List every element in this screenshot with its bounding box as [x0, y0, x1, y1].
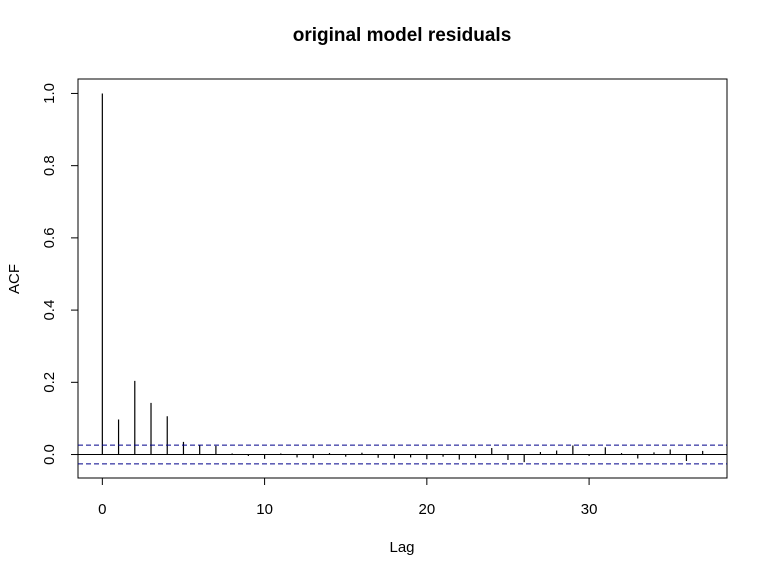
- chart-title: original model residuals: [293, 25, 512, 46]
- x-tick-label: 30: [581, 501, 598, 518]
- acf-bars: [78, 93, 727, 463]
- y-tick-label: 1.0: [41, 83, 58, 104]
- confidence-bounds: [78, 444, 727, 465]
- y-tick-label: 0.4: [41, 300, 58, 321]
- y-tick-label: 0.6: [41, 227, 58, 248]
- y-tick-label: 0.8: [41, 155, 58, 176]
- x-axis-label: Lag: [389, 539, 414, 556]
- y-axis: 0.0 0.2 0.4 0.6 0.8 1.0: [41, 83, 79, 465]
- x-axis: 0 10 20 30: [98, 477, 598, 518]
- x-tick-label: 10: [256, 501, 273, 518]
- y-tick-label: 0.0: [41, 444, 58, 465]
- plot-frame: [77, 78, 728, 479]
- y-tick-label: 0.2: [41, 372, 58, 393]
- x-tick-label: 0: [98, 501, 106, 518]
- y-axis-label: ACF: [6, 264, 23, 294]
- x-tick-label: 20: [418, 501, 435, 518]
